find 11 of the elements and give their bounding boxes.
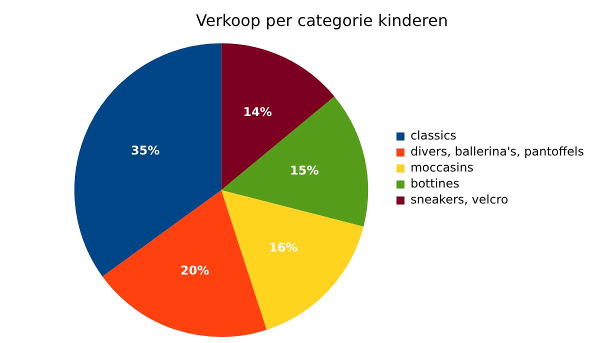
chart-title: Verkoop per categorie kinderen xyxy=(196,10,448,30)
data-label: 14% xyxy=(243,105,272,120)
legend-label: sneakers, velcro xyxy=(410,192,508,207)
legend-label: bottines xyxy=(410,176,460,191)
data-label: 20% xyxy=(180,263,210,278)
data-label: 35% xyxy=(130,144,160,158)
legend-label: classics xyxy=(410,128,456,143)
data-label: 16% xyxy=(268,240,298,255)
data-label: 15% xyxy=(290,164,319,178)
legend-label: divers, ballerina's, pantoffels xyxy=(410,144,584,159)
legend-label: moccasins xyxy=(410,160,474,175)
